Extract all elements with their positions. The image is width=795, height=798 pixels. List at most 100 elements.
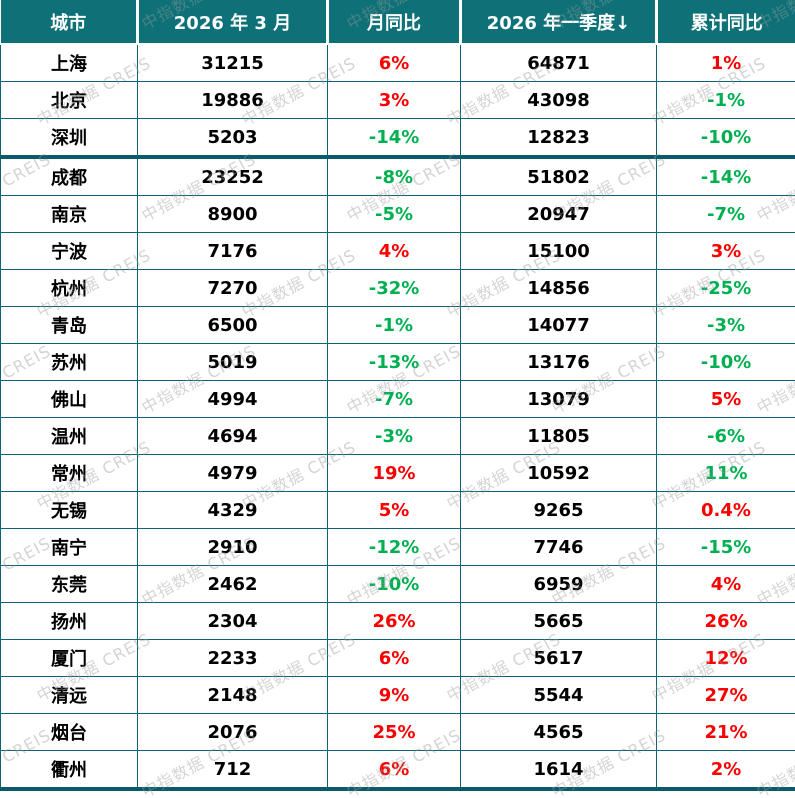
- march-value-cell: 6500: [137, 306, 328, 344]
- q1-value-cell: 5544: [460, 676, 657, 714]
- mom-percent-cell: 4%: [327, 232, 461, 270]
- q1-value-cell: 43098: [460, 81, 657, 119]
- mom-percent-cell: 25%: [327, 713, 461, 751]
- q1-value-cell: 14077: [460, 306, 657, 344]
- q1-value-cell: 11805: [460, 417, 657, 455]
- cum-percent-cell: 5%: [656, 380, 795, 418]
- mom-percent-cell: 3%: [327, 81, 461, 119]
- cum-percent-cell: -15%: [656, 528, 795, 566]
- table-header-row: 城市 2026 年 3 月月同比 2026 年一季度↓ 累计同比: [0, 0, 795, 45]
- q1-value-cell: 1614: [460, 750, 657, 791]
- mom-percent-cell: -32%: [327, 269, 461, 307]
- column-header-city: 城市: [0, 0, 139, 45]
- city-cell: 苏州: [0, 343, 138, 381]
- city-cell: 扬州: [0, 602, 138, 640]
- march-value-cell: 31215: [137, 43, 328, 82]
- cum-percent-cell: 0.4%: [656, 491, 795, 529]
- march-value-cell: 2462: [137, 565, 328, 603]
- column-header-q1-2026[interactable]: 2026 年一季度↓: [460, 0, 658, 45]
- table-row: 东莞 2462 -10% 6959 4%: [0, 565, 795, 603]
- cum-percent-cell: -10%: [656, 343, 795, 381]
- q1-value-cell: 10592: [460, 454, 657, 492]
- mom-percent-cell: 6%: [327, 639, 461, 677]
- cum-percent-cell: 27%: [656, 676, 795, 714]
- city-cell: 成都: [0, 156, 138, 196]
- mom-percent-cell: 5%: [327, 491, 461, 529]
- city-cell: 清远: [0, 676, 138, 714]
- mom-percent-cell: -13%: [327, 343, 461, 381]
- mom-percent-cell: 19%: [327, 454, 461, 492]
- q1-value-cell: 64871: [460, 43, 657, 82]
- mom-percent-cell: -14%: [327, 118, 461, 159]
- q1-value-cell: 15100: [460, 232, 657, 270]
- city-cell: 宁波: [0, 232, 138, 270]
- mom-percent-cell: -8%: [327, 156, 461, 196]
- cum-percent-cell: -6%: [656, 417, 795, 455]
- q1-value-cell: 13176: [460, 343, 657, 381]
- cum-percent-cell: 12%: [656, 639, 795, 677]
- table-row: 宁波 7176 4% 15100 3%: [0, 232, 795, 270]
- mom-percent-cell: 6%: [327, 750, 461, 791]
- cum-percent-cell: -7%: [656, 195, 795, 233]
- city-cell: 衢州: [0, 750, 138, 791]
- mom-percent-cell: -3%: [327, 417, 461, 455]
- table-row: 杭州 7270 -32% 14856 -25%: [0, 269, 795, 307]
- q1-value-cell: 5617: [460, 639, 657, 677]
- cum-percent-cell: 21%: [656, 713, 795, 751]
- march-value-cell: 2910: [137, 528, 328, 566]
- table-row: 上海 31215 6% 64871 1%: [0, 43, 795, 82]
- city-cell: 东莞: [0, 565, 138, 603]
- march-value-cell: 19886: [137, 81, 328, 119]
- cum-percent-cell: -25%: [656, 269, 795, 307]
- table-row: 清远 2148 9% 5544 27%: [0, 676, 795, 714]
- table-row: 苏州 5019 -13% 13176 -10%: [0, 343, 795, 381]
- mom-percent-cell: 6%: [327, 43, 461, 82]
- city-cell: 上海: [0, 43, 138, 82]
- city-cell: 无锡: [0, 491, 138, 529]
- q1-value-cell: 14856: [460, 269, 657, 307]
- mom-percent-cell: -7%: [327, 380, 461, 418]
- mom-percent-cell: -12%: [327, 528, 461, 566]
- cum-percent-cell: 11%: [656, 454, 795, 492]
- march-value-cell: 7270: [137, 269, 328, 307]
- table-row: 烟台 2076 25% 4565 21%: [0, 713, 795, 751]
- table-row: 温州 4694 -3% 11805 -6%: [0, 417, 795, 455]
- column-header-mom: 月同比: [327, 0, 462, 45]
- mom-percent-cell: 26%: [327, 602, 461, 640]
- march-value-cell: 23252: [137, 156, 328, 196]
- city-cell: 烟台: [0, 713, 138, 751]
- table-row: 扬州 2304 26% 5665 26%: [0, 602, 795, 640]
- table-row: 无锡 4329 5% 9265 0.4%: [0, 491, 795, 529]
- city-cell: 杭州: [0, 269, 138, 307]
- mom-percent-cell: -1%: [327, 306, 461, 344]
- march-value-cell: 2148: [137, 676, 328, 714]
- q1-value-cell: 12823: [460, 118, 657, 159]
- table-row: 青岛 6500 -1% 14077 -3%: [0, 306, 795, 344]
- q1-value-cell: 7746: [460, 528, 657, 566]
- cum-percent-cell: -10%: [656, 118, 795, 159]
- march-value-cell: 5019: [137, 343, 328, 381]
- q1-value-cell: 9265: [460, 491, 657, 529]
- city-cell: 南京: [0, 195, 138, 233]
- city-cell: 常州: [0, 454, 138, 492]
- cum-percent-cell: -14%: [656, 156, 795, 196]
- city-cell: 青岛: [0, 306, 138, 344]
- march-value-cell: 4694: [137, 417, 328, 455]
- column-header-cum: 累计同比: [656, 0, 795, 45]
- q1-value-cell: 6959: [460, 565, 657, 603]
- march-value-cell: 7176: [137, 232, 328, 270]
- march-value-cell: 4329: [137, 491, 328, 529]
- table-row: 佛山 4994 -7% 13079 5%: [0, 380, 795, 418]
- q1-value-cell: 13079: [460, 380, 657, 418]
- march-value-cell: 2076: [137, 713, 328, 751]
- q1-value-cell: 51802: [460, 156, 657, 196]
- mom-percent-cell: 9%: [327, 676, 461, 714]
- cum-percent-cell: 2%: [656, 750, 795, 791]
- cum-percent-cell: 26%: [656, 602, 795, 640]
- table-row: 成都 23252 -8% 51802 -14%: [0, 156, 795, 196]
- mom-percent-cell: -10%: [327, 565, 461, 603]
- column-header-mar-2026: 2026 年 3 月: [137, 0, 329, 45]
- march-value-cell: 4994: [137, 380, 328, 418]
